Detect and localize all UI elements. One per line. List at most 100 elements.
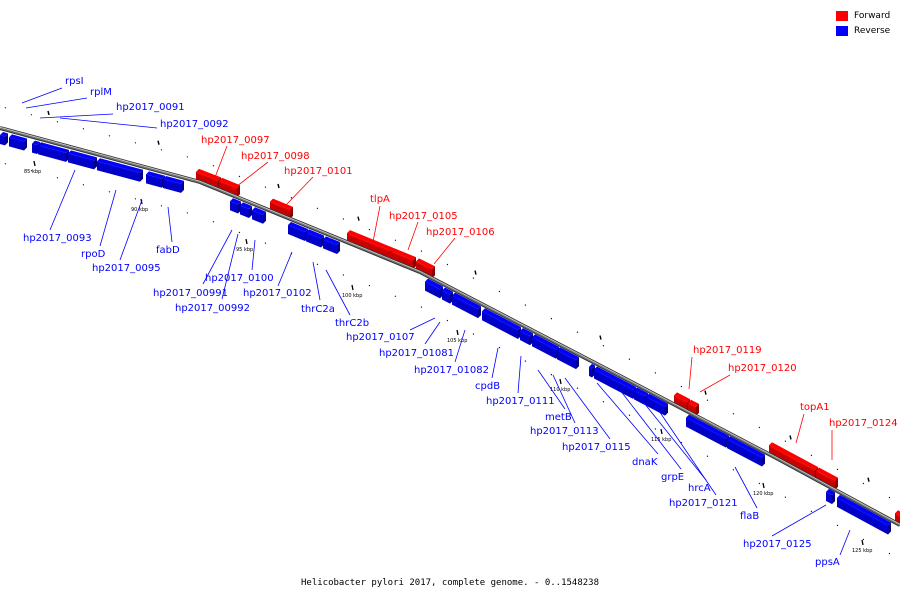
leader-line-hp2017_0115 [564,377,611,440]
gene-label[interactable]: hp2017_01081 [379,348,454,359]
gene-label[interactable]: rplM [90,87,112,98]
gene-label[interactable]: hp2017_0124 [829,418,898,429]
leader-line-hp2017_0121 [654,404,717,496]
reverse-gene-block [425,278,443,299]
tick-dot-lower [186,212,189,214]
legend-item-reverse: Reverse [836,23,890,38]
gene-label[interactable]: hp2017_0092 [160,119,229,130]
gene-label[interactable]: hp2017_0120 [728,363,797,374]
gene-label[interactable]: hp2017_0095 [92,263,161,274]
gene-label[interactable]: hp2017_0093 [23,233,92,244]
gene-label[interactable]: hp2017_0091 [116,102,185,113]
tick-dot-lower [576,387,579,389]
leader-line-thrc2a [312,261,321,301]
gene-label[interactable]: hp2017_0100 [205,273,274,284]
tick-dot-upper [446,263,449,266]
gene-label[interactable]: topA1 [800,402,830,413]
reverse-swatch [836,25,848,36]
tick-dot-lower [654,428,657,430]
reverse-gene-block [163,176,184,193]
reverse-gene-block [452,292,481,319]
tick-dot-upper [368,228,371,231]
tick-dot-upper [316,207,319,210]
gene-label[interactable]: grpE [661,472,684,483]
gene-label[interactable]: ppsA [815,557,840,568]
legend: Forward Reverse [836,8,890,38]
gene-label[interactable]: hp2017_0098 [241,151,310,162]
tick-dot-lower [498,346,501,349]
scale-label: 100 kbp [342,293,362,299]
tick-dot-lower [82,184,85,186]
gene-label[interactable]: hp2017_0101 [284,166,353,177]
gene-label[interactable]: fabD [156,245,180,256]
leader-line-hrca [639,397,707,481]
tick-dot-upper [524,304,527,306]
leader-line-hp2017_0093 [49,169,76,231]
tick-dot-upper [628,358,631,361]
gene-label[interactable]: hp2017_0097 [201,135,270,146]
leader-line-hp2017_0113 [552,374,576,424]
major-tick [47,110,50,116]
reverse-gene-block [0,132,8,146]
tick-dot-lower [56,177,59,179]
tick-dot-upper [680,385,683,388]
gene-label[interactable]: thrC2b [335,318,369,329]
gene-label[interactable]: cpdB [475,381,500,392]
gene-label[interactable]: hp2017_00991 [153,288,228,299]
major-tick [599,335,602,340]
gene-label[interactable]: hp2017_0107 [346,332,415,343]
tick-dot-lower [4,162,7,165]
gene-label[interactable]: hp2017_0106 [426,227,495,238]
gene-label[interactable]: hp2017_0111 [486,396,555,407]
gene-label[interactable]: hrcA [688,483,711,494]
leader-line-flab [734,466,758,509]
leader-line-hp2017_0098 [231,161,269,191]
tick-dot-lower [836,524,839,527]
tick-dot-lower [238,231,241,234]
leader-line-hp2017_01081 [424,321,441,345]
forward-gene-block [270,198,293,219]
tick-dot-upper [134,142,137,144]
leader-line-ppsa [839,529,851,556]
gene-label[interactable]: hp2017_0115 [562,442,631,453]
gene-label[interactable]: thrC2a [301,304,335,315]
gene-label[interactable]: hp2017_0102 [243,288,312,299]
gene-label[interactable]: dnaK [632,457,658,468]
tick-dot-lower [784,496,787,499]
tick-dot-upper [186,156,189,158]
major-tick [704,390,707,395]
scale-tick [861,539,864,546]
scale-tick [33,160,36,167]
tick-dot-upper [394,239,397,242]
reverse-gene-block [252,207,266,224]
gene-label[interactable]: hp2017_0119 [693,345,762,356]
gene-label[interactable]: rpoD [81,249,106,260]
gene-label[interactable]: hp2017_01082 [414,365,489,376]
gene-label[interactable]: hp2017_0105 [389,211,458,222]
leader-line-hp2017_0097 [213,145,228,181]
gene-label[interactable]: metB [545,412,572,423]
backbone-outline [0,126,900,527]
tick-dot-upper [810,454,813,457]
gene-label[interactable]: hp2017_00992 [175,303,250,314]
gene-label[interactable]: tlpA [370,194,390,205]
gene-label[interactable]: flaB [740,511,759,522]
tick-dot-lower [810,510,813,513]
gene-label[interactable]: hp2017_0125 [743,539,812,550]
leader-line-hp2017_0092 [59,117,158,129]
backbone [0,126,900,527]
scale-tick [660,428,663,435]
reverse-gene-block [240,202,252,219]
leader-line-hp2017_01082 [454,329,466,363]
tick-dot-upper [498,290,501,293]
gene-label[interactable]: hp2017_0113 [530,426,599,437]
reverse-gene-block [837,494,891,535]
gene-label[interactable]: hp2017_0121 [669,498,738,509]
scale-tick [559,378,562,385]
tick-dot-lower [160,205,163,207]
major-tick [789,435,792,440]
gene-label[interactable]: rpsI [65,76,84,87]
tick-dot-lower [420,306,423,308]
major-tick [474,270,477,275]
